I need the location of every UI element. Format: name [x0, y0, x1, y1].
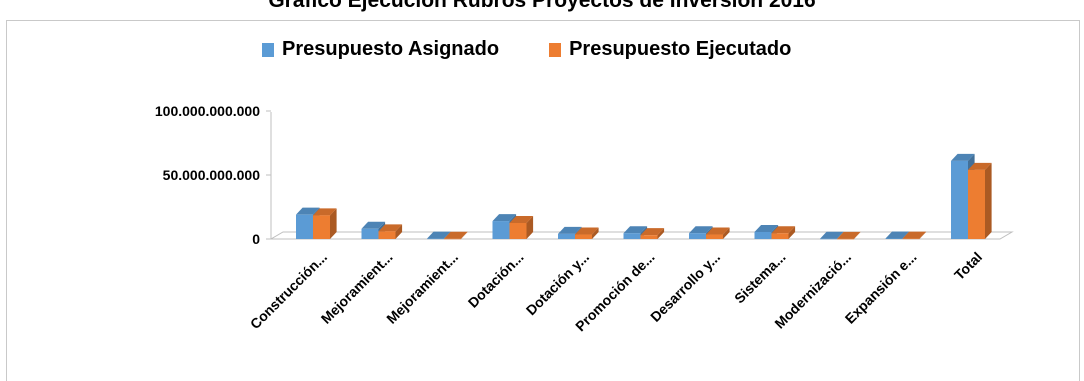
bar [378, 231, 396, 239]
bar-side [788, 226, 796, 239]
bar-top [968, 162, 992, 170]
chart-frame [6, 20, 1080, 381]
bar-top [313, 208, 337, 216]
bar-top [575, 227, 599, 235]
bar-top [754, 224, 779, 232]
bar [444, 238, 461, 240]
bar-top [820, 231, 844, 239]
bar [575, 234, 592, 239]
bar [640, 235, 658, 239]
bar-top [771, 226, 796, 234]
x-tick-label: Total [951, 249, 985, 283]
bar [313, 215, 330, 239]
chart-title: Gráfico Ejecución Rubros Proyectos de In… [268, 0, 816, 12]
bar [361, 228, 379, 239]
bar [558, 233, 575, 239]
bar-top [885, 231, 910, 239]
bar [951, 160, 968, 239]
legend-item-ejecutado: Presupuesto Ejecutado [549, 38, 791, 61]
bar-top [427, 231, 451, 239]
x-tick-label: Dotación y... [523, 249, 592, 318]
bar-top [623, 226, 648, 234]
bar [427, 238, 444, 240]
bar [968, 169, 985, 239]
bar-top [509, 216, 534, 223]
bar-top [837, 231, 861, 239]
x-tick-label: Sistema... [731, 249, 789, 307]
bar-top [378, 224, 403, 232]
bar-side [526, 216, 534, 239]
bar [837, 238, 854, 240]
bar [296, 214, 313, 239]
legend-label-asignado: Presupuesto Asignado [282, 38, 500, 60]
bar [509, 223, 527, 239]
y-tick-label: 100.000.000.000 [155, 103, 260, 119]
bar [885, 238, 903, 239]
bar-top [492, 214, 517, 222]
legend: Presupuesto Asignado Presupuesto Ejecuta… [262, 38, 791, 61]
bar-top [558, 226, 582, 234]
bar [902, 238, 920, 240]
bar [492, 221, 510, 239]
bar [820, 238, 837, 240]
bar-top [296, 207, 320, 215]
bar-top [689, 226, 713, 234]
y-tick-label: 0 [252, 231, 260, 247]
bar-top [902, 231, 927, 239]
bar-top [444, 231, 468, 239]
legend-swatch-ejecutado [549, 42, 562, 57]
legend-item-asignado: Presupuesto Asignado [262, 38, 499, 61]
legend-label-ejecutado: Presupuesto Ejecutado [569, 38, 792, 60]
legend-swatch-asignado [262, 42, 274, 57]
bar-side [723, 227, 730, 239]
x-tick-label: Dotación... [465, 249, 527, 311]
x-tick-label: Construcción... [247, 249, 330, 332]
bar-side [592, 227, 599, 239]
bar-side [919, 231, 927, 239]
bar-side [461, 231, 468, 239]
y-tick-label: 50.000.000.000 [163, 167, 261, 183]
bar-top [361, 221, 386, 229]
bar [623, 233, 641, 239]
bar [706, 234, 723, 239]
bar-side [854, 231, 861, 239]
bar [771, 233, 789, 239]
bar-top [706, 227, 730, 235]
x-tick-label: Desarrollo y... [647, 249, 723, 325]
bar-top [951, 153, 975, 161]
bar-top [640, 228, 665, 236]
bar-side [985, 162, 992, 239]
bar-side [395, 224, 403, 239]
bar-side [657, 228, 665, 239]
bar [754, 231, 772, 239]
bar [689, 233, 706, 239]
bar-side [330, 208, 337, 239]
